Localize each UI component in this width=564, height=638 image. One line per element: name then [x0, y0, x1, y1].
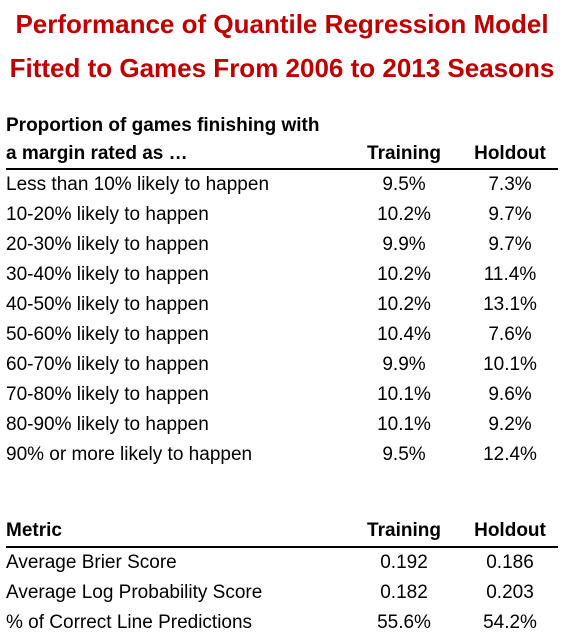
page-title-line-2: Fitted to Games From 2006 to 2013 Season…: [9, 53, 555, 83]
row-holdout: 9.2%: [488, 414, 532, 435]
table-row: 40-50% likely to happen 10.2% 13.1%: [6, 290, 558, 320]
row-label: 30-40% likely to happen: [6, 264, 209, 285]
metrics-header-metric: Metric: [6, 520, 62, 541]
table-row: Average Brier Score 0.192 0.186: [6, 548, 558, 578]
metrics-header-holdout: Holdout: [474, 520, 546, 541]
row-label: 10-20% likely to happen: [6, 204, 209, 225]
row-label: 20-30% likely to happen: [6, 234, 209, 255]
table-row: % of Correct Line Predictions 55.6% 54.2%: [6, 608, 558, 638]
metrics-table-header: Metric Training Holdout: [6, 516, 558, 546]
calibration-table: Proportion of games finishing with a mar…: [6, 112, 558, 470]
row-training: 9.5%: [382, 174, 426, 195]
page-title-line-1: Performance of Quantile Regression Model: [15, 9, 549, 39]
row-holdout: 13.1%: [483, 294, 537, 315]
row-holdout: 9.7%: [488, 234, 532, 255]
metrics-header-rule: [6, 546, 558, 548]
row-label: Average Brier Score: [6, 552, 177, 573]
row-training: 10.2%: [377, 294, 431, 315]
row-label: 80-90% likely to happen: [6, 414, 209, 435]
row-training: 55.6%: [377, 612, 431, 633]
calibration-table-header: Proportion of games finishing with a mar…: [6, 112, 558, 168]
row-training: 10.2%: [377, 204, 431, 225]
row-holdout: 54.2%: [483, 612, 537, 633]
row-label: Less than 10% likely to happen: [6, 174, 270, 195]
row-training: 9.9%: [382, 234, 426, 255]
calibration-rows: Less than 10% likely to happen 9.5% 7.3% 1…: [6, 170, 558, 470]
row-label: 60-70% likely to happen: [6, 354, 209, 375]
row-label: 40-50% likely to happen: [6, 294, 209, 315]
row-label: 50-60% likely to happen: [6, 324, 209, 345]
row-holdout: 0.186: [486, 552, 534, 573]
table-row: Less than 10% likely to happen 9.5% 7.3%: [6, 170, 558, 200]
table-row: 10-20% likely to happen 10.2% 9.7%: [6, 200, 558, 230]
row-training: 0.192: [380, 552, 428, 573]
row-holdout: 9.6%: [488, 384, 532, 405]
row-training: 10.1%: [377, 414, 431, 435]
table-row: Average Log Probability Score 0.182 0.203: [6, 578, 558, 608]
row-training: 9.9%: [382, 354, 426, 375]
calibration-header-training: Training: [367, 143, 441, 164]
table-row: 50-60% likely to happen 10.4% 7.6%: [6, 320, 558, 350]
table-row: 30-40% likely to happen 10.2% 11.4%: [6, 260, 558, 290]
row-training: 0.182: [380, 582, 428, 603]
table-row: 90% or more likely to happen 9.5% 12.4%: [6, 440, 558, 470]
row-label: % of Correct Line Predictions: [6, 612, 253, 633]
calibration-header-rule: [6, 168, 558, 170]
row-training: 10.2%: [377, 264, 431, 285]
calibration-header-label: Proportion of games finishing with a mar…: [6, 112, 320, 168]
metrics-header-training: Training: [367, 520, 441, 541]
row-training: 10.1%: [377, 384, 431, 405]
metrics-table: Metric Training Holdout Average Brier Sc…: [6, 516, 558, 638]
row-holdout: 12.4%: [483, 444, 537, 465]
table-row: 80-90% likely to happen 10.1% 9.2%: [6, 410, 558, 440]
row-holdout: 7.6%: [488, 324, 532, 345]
calibration-header-holdout: Holdout: [474, 143, 546, 164]
table-row: 60-70% likely to happen 9.9% 10.1%: [6, 350, 558, 380]
row-holdout: 9.7%: [488, 204, 532, 225]
table-row: 70-80% likely to happen 10.1% 9.6%: [6, 380, 558, 410]
table-row: 20-30% likely to happen 9.9% 9.7%: [6, 230, 558, 260]
calibration-header-line-2: a margin rated as …: [6, 143, 188, 164]
calibration-header-line-1: Proportion of games finishing with: [6, 115, 320, 136]
row-holdout: 0.203: [486, 582, 534, 603]
row-label: Average Log Probability Score: [6, 582, 263, 603]
row-holdout: 10.1%: [483, 354, 537, 375]
row-label: 90% or more likely to happen: [6, 444, 253, 465]
row-holdout: 7.3%: [488, 174, 532, 195]
row-holdout: 11.4%: [483, 264, 537, 285]
row-training: 10.4%: [377, 324, 431, 345]
row-label: 70-80% likely to happen: [6, 384, 209, 405]
row-training: 9.5%: [382, 444, 426, 465]
